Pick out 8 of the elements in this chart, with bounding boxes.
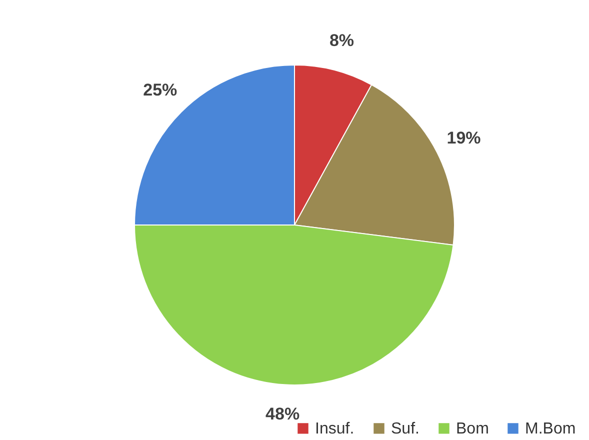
data-label: 19% [446,128,481,148]
data-label: 25% [143,80,178,100]
legend-label: Bom [456,420,489,438]
data-label: 48% [266,404,300,424]
legend-label: M.Bom [525,420,576,438]
legend-label: Suf. [391,420,420,438]
legend-label: Insuf. [315,420,354,438]
data-label: 8% [329,30,354,50]
